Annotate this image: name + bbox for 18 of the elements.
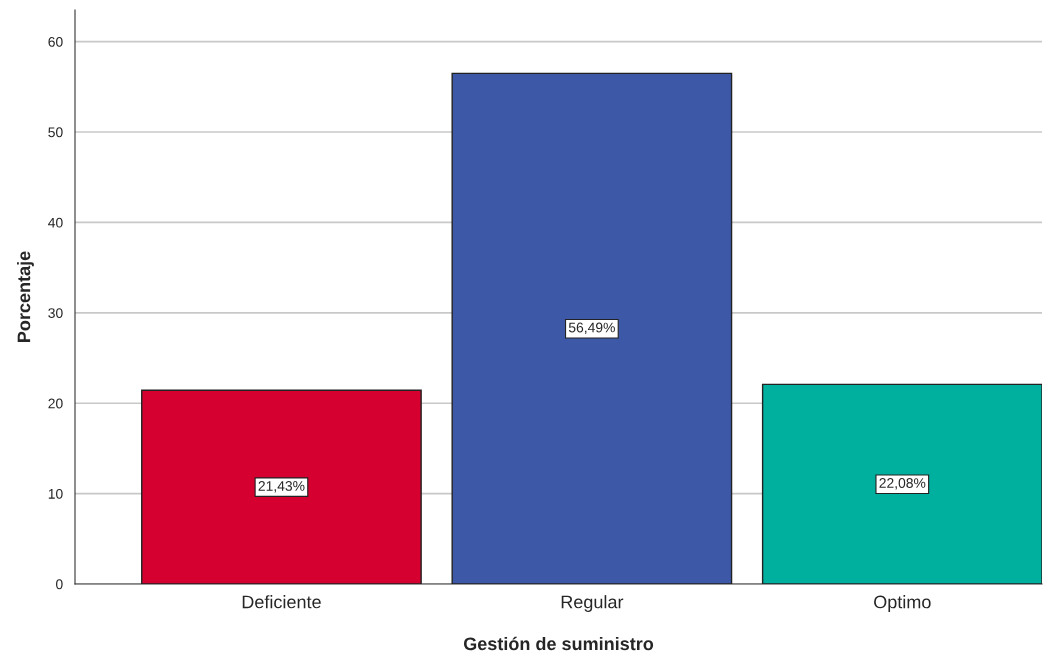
y-tick-label: 0 <box>56 579 63 590</box>
bar <box>141 389 422 584</box>
x-tick-label: Regular <box>561 595 624 612</box>
bar <box>451 72 733 584</box>
data-label: 56,49% <box>568 322 615 335</box>
y-tick-label: 30 <box>48 308 63 318</box>
y-tick-label: 60 <box>48 36 63 47</box>
x-axis-title: Gestión de suministro <box>463 636 654 651</box>
y-axis-title: Porcentaje <box>17 251 34 342</box>
bar <box>761 383 1042 584</box>
y-tick-label: 40 <box>48 217 63 228</box>
data-label: 21,43% <box>258 481 305 493</box>
x-tick-label: Optimo <box>874 595 931 612</box>
y-tick-label: 10 <box>48 488 63 499</box>
y-tick-label: 20 <box>48 398 63 409</box>
x-tick-label: Deficiente <box>242 595 321 609</box>
y-tick-label: 50 <box>48 127 63 138</box>
data-label: 22,08% <box>879 478 926 490</box>
